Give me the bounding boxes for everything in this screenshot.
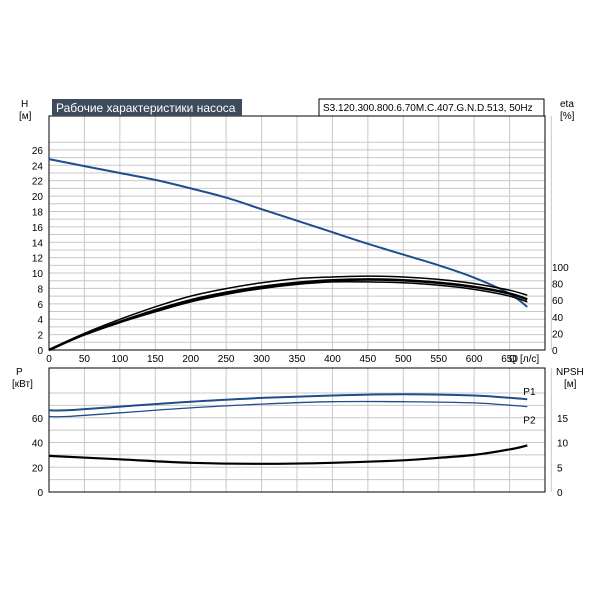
p-tick-label: 40 [32, 439, 44, 450]
npsh-tick-label: 10 [557, 439, 569, 450]
y2-axis-unit-npsh: [м] [564, 379, 577, 390]
bottom-grid [49, 368, 552, 492]
model-box-frame [318, 98, 545, 117]
top-plot-frame [48, 115, 546, 351]
bottom-series-group: P1 P2 [48, 387, 536, 465]
efficiency-curve-2-line [48, 278, 528, 352]
npsh-tick-label: 0 [557, 488, 563, 499]
y-axis-unit-p: [кВт] [12, 379, 33, 390]
x-tick-label: 450 [360, 354, 377, 365]
bottom-plot-frame [48, 367, 546, 493]
y-tick-label: 14 [32, 238, 44, 249]
y-tick-label: 16 [32, 223, 44, 234]
top-tick-labels: 0 50 100 150 200 250 300 350 400 450 500 550 600 6500… [32, 146, 569, 365]
x-tick-label: 150 [147, 354, 164, 365]
x-tick-label: 400 [324, 354, 341, 365]
y-tick-label: 2 [37, 331, 43, 342]
head-curve-line [48, 158, 528, 308]
x-tick-label: 50 [79, 354, 91, 365]
y-tick-label: 10 [32, 269, 44, 280]
y-axis-title-p: P [16, 367, 23, 378]
y2-axis-title-eta: eta [560, 99, 574, 110]
model-box: S3.120.300.800.6.70M.C.407.G.N.D.513, 50… [318, 98, 545, 117]
y2-tick-label: 100 [552, 263, 569, 274]
efficiency-curve-3-line [48, 280, 528, 351]
series-label-p1: P1 [523, 387, 536, 398]
bottom-tick-labels: 0 20 40 60 0 5 10 15 [32, 414, 569, 499]
x-tick-label: 550 [430, 354, 447, 365]
x-tick-label: 350 [289, 354, 306, 365]
npsh-tick-label: 15 [557, 414, 569, 425]
x-tick-label: 200 [182, 354, 199, 365]
y2-axis-unit-eta: [%] [560, 111, 575, 122]
y2-tick-label: 20 [552, 329, 564, 340]
y-axis-title-h: H [21, 99, 28, 110]
model-designation: S3.120.300.800.6.70M.C.407.G.N.D.513, 50… [323, 103, 533, 114]
y-tick-label: 24 [32, 161, 44, 172]
y-tick-label: 6 [37, 300, 43, 311]
y2-axis-title-npsh: NPSH [556, 367, 584, 378]
title-box-bg [52, 99, 242, 116]
series-label-p2: P2 [523, 416, 536, 427]
y2-tick-label: 60 [552, 296, 564, 307]
y2-tick-label: 40 [552, 313, 564, 324]
top-series-group [48, 158, 528, 352]
y-tick-label: 4 [37, 315, 43, 326]
x-tick-label: 650 [501, 354, 518, 365]
x-tick-label: 0 [46, 354, 52, 365]
x-tick-label: 500 [395, 354, 412, 365]
y-tick-label: 18 [32, 207, 44, 218]
y-tick-label: 26 [32, 146, 44, 157]
x-tick-label: 250 [218, 354, 235, 365]
p-tick-label: 0 [37, 488, 43, 499]
title-box: Рабочие характеристики насоса [52, 99, 242, 116]
x-tick-label: 100 [112, 354, 129, 365]
x-tick-label: 600 [466, 354, 483, 365]
y2-tick-label: 0 [552, 346, 558, 357]
efficiency-curve-1-line [48, 275, 528, 351]
x-axis-title-q: Q [509, 354, 517, 365]
y-tick-label: 22 [32, 177, 44, 188]
y-axis-unit-h: [м] [19, 111, 32, 122]
y-tick-label: 12 [32, 254, 44, 265]
npsh-tick-label: 5 [557, 463, 563, 474]
y-tick-label: 0 [37, 346, 43, 357]
y-tick-label: 8 [37, 284, 43, 295]
y-tick-label: 20 [32, 192, 44, 203]
x-axis-unit-q: [л/с] [520, 354, 539, 365]
npsh-curve-line [48, 444, 528, 465]
p1-power-line [48, 393, 528, 412]
y2-tick-label: 80 [552, 280, 564, 291]
top-grid [49, 116, 552, 351]
p2-power-line [48, 400, 528, 418]
x-tick-label: 300 [253, 354, 270, 365]
p-tick-label: 20 [32, 463, 44, 474]
p-tick-label: 60 [32, 414, 44, 425]
chart-title: Рабочие характеристики насоса [56, 101, 236, 115]
